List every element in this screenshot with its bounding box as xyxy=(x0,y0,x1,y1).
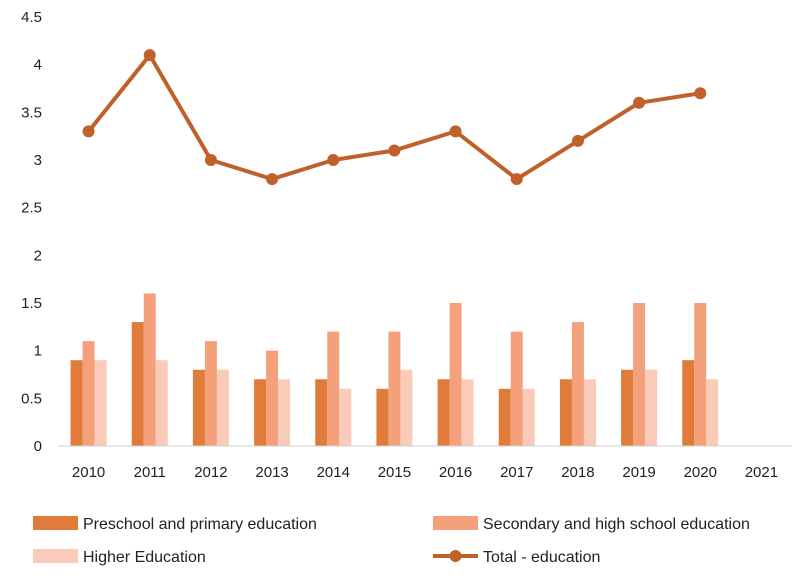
bar xyxy=(510,331,523,446)
bars xyxy=(70,293,719,446)
bar xyxy=(388,331,401,446)
x-tick-label: 2019 xyxy=(622,464,655,481)
bar xyxy=(131,322,144,446)
x-tick-label: 2018 xyxy=(561,464,594,481)
bar xyxy=(204,341,217,446)
bar xyxy=(376,388,389,446)
legend-swatch xyxy=(433,516,478,530)
legend-label: Preschool and primary education xyxy=(83,516,317,533)
bar xyxy=(559,379,572,446)
x-tick-label: 2021 xyxy=(745,464,778,481)
line-point xyxy=(266,173,279,186)
x-tick-label: 2016 xyxy=(439,464,472,481)
legend: Preschool and primary education Secondary… xyxy=(33,516,750,566)
bar xyxy=(266,350,279,446)
x-tick-label: 2013 xyxy=(255,464,288,481)
x-tick-label: 2010 xyxy=(72,464,105,481)
bar xyxy=(70,360,83,446)
bar xyxy=(682,360,695,446)
bar xyxy=(315,379,328,446)
y-tick-label: 0 xyxy=(34,438,42,455)
bar xyxy=(192,369,205,446)
bar xyxy=(706,379,719,446)
line-point xyxy=(633,96,646,109)
line-point xyxy=(694,87,707,100)
line-point xyxy=(510,173,523,186)
bar xyxy=(449,303,462,446)
x-tick-label: 2011 xyxy=(134,464,166,481)
legend-item: Preschool and primary education xyxy=(33,516,317,533)
bar xyxy=(571,322,584,446)
bar xyxy=(694,303,707,446)
x-tick-label: 2014 xyxy=(317,464,350,481)
line-point xyxy=(143,49,156,62)
bar xyxy=(583,379,596,446)
x-axis: 2010 2011 2012 2013 2014 2015 2016 2017 2018 2019… xyxy=(58,445,792,481)
y-axis: 0 0.5 1 1.5 2 2.5 3 3.5 4 4.5 xyxy=(21,9,42,455)
bar xyxy=(621,369,634,446)
x-tick-label: 2020 xyxy=(684,464,717,481)
line-point xyxy=(388,144,401,157)
bar xyxy=(461,379,474,446)
total-line xyxy=(82,49,707,186)
legend-label: Higher Education xyxy=(83,549,206,566)
legend-swatch xyxy=(33,516,78,530)
bar xyxy=(645,369,658,446)
bar xyxy=(254,379,267,446)
legend-marker xyxy=(449,550,462,562)
bar xyxy=(498,388,511,446)
bar xyxy=(437,379,450,446)
line-point xyxy=(449,125,462,138)
line-point xyxy=(204,154,217,166)
legend-item: Higher Education xyxy=(33,549,206,566)
series-line xyxy=(87,53,701,182)
bar xyxy=(216,369,229,446)
x-tick-label: 2017 xyxy=(500,464,533,481)
bar xyxy=(633,303,646,446)
bar xyxy=(82,341,95,446)
legend-item: Secondary and high school education xyxy=(433,516,750,533)
legend-label: Total - education xyxy=(483,549,600,566)
y-tick-label: 2 xyxy=(34,247,42,264)
y-tick-label: 3 xyxy=(34,152,42,169)
bar xyxy=(327,331,340,446)
y-tick-label: 1 xyxy=(34,343,42,360)
bar xyxy=(400,369,413,446)
bar xyxy=(278,379,291,446)
x-tick-label: 2015 xyxy=(378,464,411,481)
legend-item: Total - education xyxy=(433,549,600,566)
legend-label: Secondary and high school education xyxy=(483,516,750,533)
y-tick-label: 1.5 xyxy=(21,295,42,312)
bar xyxy=(155,360,168,446)
y-tick-label: 2.5 xyxy=(21,200,42,217)
y-tick-label: 4 xyxy=(34,57,42,74)
bar xyxy=(339,388,352,446)
line-point xyxy=(571,134,584,147)
bar xyxy=(522,388,535,446)
bar xyxy=(94,360,107,446)
y-tick-label: 4.5 xyxy=(21,9,42,26)
x-tick-label: 2012 xyxy=(194,464,227,481)
y-tick-label: 0.5 xyxy=(21,390,42,407)
legend-swatch xyxy=(33,549,78,563)
line-point xyxy=(82,125,95,138)
line-point xyxy=(327,154,340,166)
y-tick-label: 3.5 xyxy=(21,104,42,121)
bar xyxy=(143,293,156,446)
